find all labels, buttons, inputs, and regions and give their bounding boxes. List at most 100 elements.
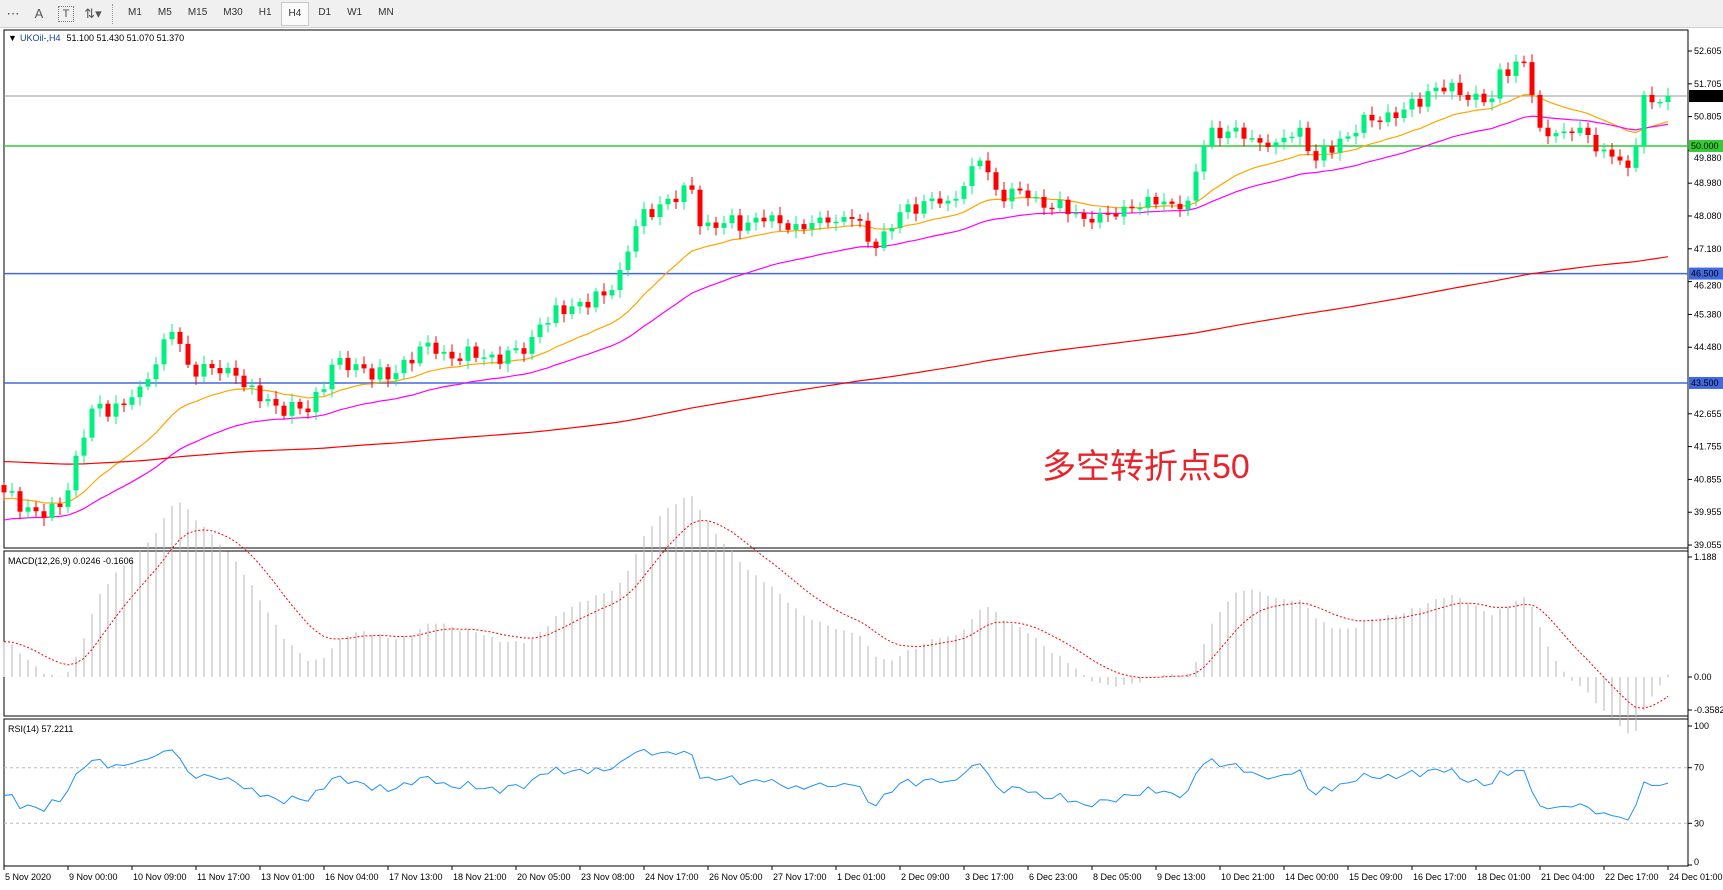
candle	[81, 429, 87, 464]
time-axis-label: 10 Dec 21:00	[1221, 872, 1275, 882]
candle-body	[529, 336, 535, 354]
rsi-pane[interactable]	[3, 718, 1689, 867]
candle	[625, 245, 631, 277]
text-label-icon[interactable]: T	[58, 5, 74, 22]
candle	[1593, 127, 1599, 157]
candle	[449, 344, 455, 367]
candle-body	[265, 399, 271, 402]
candle	[1201, 140, 1207, 180]
candle	[729, 208, 735, 229]
candle-body	[697, 189, 703, 227]
candle-body	[873, 241, 879, 249]
candle-body	[625, 251, 631, 270]
candle-body	[665, 198, 671, 205]
candle-body	[1353, 132, 1359, 137]
time-axis-label: 13 Nov 01:00	[261, 872, 315, 882]
candle-body	[633, 226, 639, 252]
timeframe-m15-button[interactable]: M15	[187, 7, 208, 18]
candle-body	[385, 367, 391, 380]
candle-body	[1113, 213, 1119, 217]
candle	[945, 195, 951, 212]
candle-body	[481, 357, 487, 359]
main-chart-pane[interactable]	[3, 29, 1689, 549]
timeframe-m30-button[interactable]: M30	[223, 7, 243, 18]
candle	[809, 215, 815, 237]
candle-body	[1129, 206, 1135, 209]
candle	[313, 387, 319, 421]
candle	[1489, 90, 1495, 111]
candle-body	[425, 342, 431, 347]
candle-body	[1185, 200, 1191, 210]
candle	[297, 398, 303, 415]
candle	[1313, 144, 1319, 169]
candle-body	[281, 405, 287, 416]
candle	[1305, 121, 1311, 155]
candle	[1289, 131, 1295, 143]
candle-body	[1209, 127, 1215, 146]
macd-pane[interactable]	[3, 550, 1689, 717]
candle-body	[337, 357, 343, 365]
candle	[97, 395, 103, 417]
candle	[913, 196, 919, 222]
time-axis-label: 8 Dec 05:00	[1093, 872, 1142, 882]
candle-body	[1553, 133, 1559, 137]
timeframe-w1-button[interactable]: W1	[347, 7, 363, 18]
candle-body	[249, 385, 255, 388]
candle-body	[777, 215, 783, 224]
candle-body	[985, 160, 991, 173]
candle-body	[1201, 145, 1207, 172]
candle-body	[241, 375, 247, 388]
candle-body	[969, 166, 975, 187]
timeframe-h1-button[interactable]: H1	[258, 7, 272, 18]
candle-body	[345, 357, 351, 371]
chart-menu-arrow-icon[interactable]: ▼	[8, 33, 17, 43]
arrows-icon[interactable]: ⇅▾	[84, 5, 102, 21]
candle	[561, 300, 567, 323]
price-axis-label: 41.755	[1694, 442, 1722, 452]
time-axis-label: 9 Nov 00:00	[69, 872, 118, 882]
text-icon[interactable]: A	[34, 6, 44, 21]
slow-moving-average-line	[3, 256, 1669, 465]
candle	[185, 335, 191, 368]
candle	[345, 350, 351, 378]
candle	[1569, 127, 1575, 142]
candle-body	[1233, 127, 1239, 132]
candle-body	[1369, 114, 1375, 121]
timeframe-d1-button[interactable]: D1	[318, 7, 332, 18]
candle	[657, 196, 663, 226]
candle	[273, 390, 279, 414]
candle	[705, 214, 711, 231]
candle	[57, 497, 63, 516]
candle-body	[641, 209, 647, 227]
candle-body	[769, 215, 775, 222]
candle-body	[1329, 146, 1335, 153]
timeframe-mn-button[interactable]: MN	[378, 7, 394, 18]
candle	[1073, 204, 1079, 218]
candle-body	[1529, 62, 1535, 95]
candle	[1665, 87, 1671, 111]
candle	[721, 215, 727, 235]
candle	[89, 404, 95, 442]
candle	[105, 400, 111, 422]
timeframe-h4-button[interactable]: H4	[280, 1, 310, 26]
candle	[457, 352, 463, 366]
candle	[393, 364, 399, 386]
timeframe-m5-button[interactable]: M5	[157, 7, 172, 18]
candle	[1273, 138, 1279, 155]
candle	[849, 209, 855, 227]
candle-body	[1377, 120, 1383, 123]
fibonacci-fan-icon[interactable]: ⋯	[6, 5, 20, 21]
candle-body	[41, 511, 47, 518]
candle-body	[145, 379, 151, 387]
timeframe-m1-button[interactable]: M1	[128, 7, 142, 18]
candle	[1641, 90, 1647, 154]
candle	[577, 298, 583, 314]
candle	[305, 400, 311, 419]
toolbar-separator	[112, 3, 115, 24]
candle-body	[1073, 212, 1079, 215]
candle	[745, 214, 751, 234]
candle-body	[1057, 199, 1063, 208]
macd-label: MACD(12,26,9) 0.0246 -0.1606	[8, 556, 134, 566]
candle	[881, 223, 887, 252]
